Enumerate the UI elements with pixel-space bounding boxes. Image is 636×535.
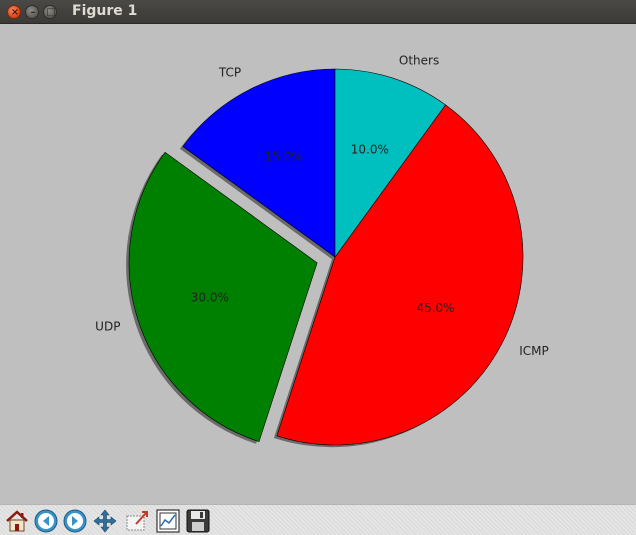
- close-button[interactable]: ×: [7, 5, 21, 19]
- minimize-button[interactable]: –: [25, 5, 39, 19]
- close-icon: ×: [10, 7, 20, 18]
- home-icon: [6, 510, 28, 532]
- back-button[interactable]: [33, 508, 59, 534]
- back-icon: [34, 509, 58, 533]
- pie-label-icmp: ICMP: [519, 344, 549, 358]
- navigation-toolbar: [0, 504, 636, 535]
- pie-label-others: Others: [399, 53, 439, 67]
- pie-slice-others: [334, 68, 446, 258]
- configure-subplots-icon: [156, 509, 180, 533]
- configure-subplots-button[interactable]: [155, 508, 181, 534]
- pie-pct-tcp: 15.0%: [265, 149, 303, 163]
- minimize-icon: –: [30, 7, 36, 18]
- pie-pct-others: 10.0%: [351, 143, 389, 157]
- pie-slice-icmp: [276, 104, 524, 446]
- save-button[interactable]: [185, 508, 211, 534]
- pie-label-udp: UDP: [95, 320, 120, 334]
- maximize-icon: □: [46, 7, 56, 18]
- pie-slice-layer: [128, 68, 524, 446]
- pie-label-tcp: TCP: [218, 66, 241, 80]
- save-icon: [186, 509, 210, 533]
- home-button[interactable]: [4, 508, 30, 534]
- zoom-button[interactable]: [124, 508, 150, 534]
- maximize-button[interactable]: □: [43, 5, 57, 19]
- pie-pct-icmp: 45.0%: [416, 301, 454, 315]
- pie-slice-udp: [128, 151, 318, 442]
- pie-label-layer: TCP 15.0% UDP 30.0% ICMP 45.0% Others 10.0%: [95, 53, 549, 358]
- pie-pct-udp: 30.0%: [191, 291, 229, 305]
- window-title: Figure 1: [72, 3, 138, 19]
- zoom-icon: [126, 511, 148, 531]
- forward-button[interactable]: [62, 508, 88, 534]
- pan-icon: [93, 509, 117, 533]
- title-bar: × – □ Figure 1: [0, 0, 636, 24]
- pan-button[interactable]: [92, 508, 118, 534]
- pie-chart: TCP 15.0% UDP 30.0% ICMP 45.0% Others 10.0%: [95, 53, 549, 448]
- forward-icon: [63, 509, 87, 533]
- figure-canvas[interactable]: TCP 15.0% UDP 30.0% ICMP 45.0% Others 10.0%: [0, 24, 636, 504]
- pie-slice-tcp: [182, 68, 336, 258]
